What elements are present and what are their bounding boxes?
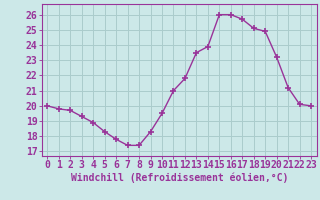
X-axis label: Windchill (Refroidissement éolien,°C): Windchill (Refroidissement éolien,°C) [70,173,288,183]
